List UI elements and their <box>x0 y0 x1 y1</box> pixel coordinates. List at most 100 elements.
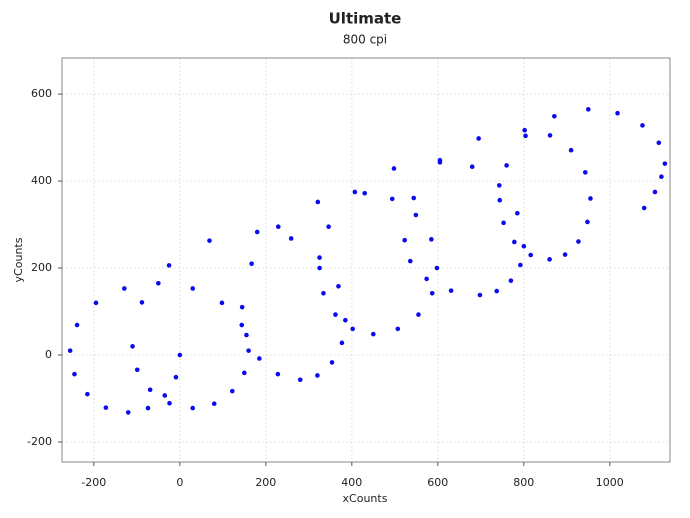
y-tick-label: 0 <box>45 348 52 361</box>
x-tick-label: 800 <box>513 476 534 489</box>
point <box>407 258 413 264</box>
x-tick-label: 1000 <box>596 476 624 489</box>
point <box>329 360 335 365</box>
point <box>147 387 153 393</box>
point <box>326 224 331 230</box>
chart-title: Ultimate <box>329 10 402 28</box>
point <box>72 371 77 377</box>
point <box>413 212 419 218</box>
point <box>497 197 503 203</box>
point <box>494 288 500 294</box>
point <box>504 163 509 168</box>
point <box>476 136 481 141</box>
x-tick-label: 200 <box>255 476 276 489</box>
point <box>585 219 590 225</box>
point <box>156 280 161 286</box>
point <box>437 160 443 165</box>
point <box>125 410 131 415</box>
point <box>523 133 528 139</box>
point <box>93 300 99 306</box>
point <box>562 252 568 257</box>
point <box>576 239 581 244</box>
point <box>166 263 172 268</box>
point <box>547 257 552 262</box>
point <box>207 238 212 243</box>
point <box>411 195 417 201</box>
point <box>501 220 506 226</box>
point <box>336 284 341 289</box>
point <box>343 317 348 323</box>
point <box>74 322 80 328</box>
point <box>424 276 429 282</box>
point <box>275 224 281 230</box>
point <box>211 401 217 407</box>
x-tick-label: 0 <box>176 476 183 489</box>
point <box>522 127 527 133</box>
point <box>317 255 322 260</box>
point <box>145 405 151 411</box>
point <box>134 367 140 373</box>
x-tick-label: -200 <box>81 476 106 489</box>
y-tick-label: 200 <box>31 261 52 274</box>
point <box>547 133 553 138</box>
point <box>518 262 523 268</box>
point <box>656 140 662 146</box>
point <box>190 405 196 411</box>
x-tick-label: 600 <box>427 476 448 489</box>
point <box>315 373 320 378</box>
point <box>362 190 368 196</box>
x-axis-label: xCounts <box>343 492 388 505</box>
point <box>257 356 262 361</box>
point <box>371 331 376 337</box>
point <box>333 312 338 317</box>
point <box>640 123 645 128</box>
point <box>315 199 321 205</box>
point <box>659 174 664 180</box>
point <box>582 170 588 175</box>
point <box>586 107 591 112</box>
point <box>173 374 179 380</box>
point <box>297 377 303 383</box>
point <box>249 261 254 266</box>
point <box>469 164 475 170</box>
point <box>552 113 557 119</box>
point <box>477 292 483 298</box>
point <box>244 332 249 338</box>
point <box>67 348 73 353</box>
point <box>641 205 647 211</box>
point <box>512 239 517 245</box>
point <box>254 229 260 235</box>
point <box>352 189 358 195</box>
point <box>239 322 245 328</box>
point <box>395 326 401 332</box>
point <box>103 405 109 410</box>
point <box>350 326 355 332</box>
point <box>448 288 454 293</box>
point <box>275 371 281 377</box>
y-tick-label: 400 <box>31 174 52 187</box>
y-tick-label: 600 <box>31 87 52 100</box>
point <box>85 391 90 397</box>
x-tick-label: 400 <box>341 476 362 489</box>
point <box>588 196 593 201</box>
point <box>139 300 145 305</box>
point <box>321 290 326 296</box>
point <box>242 370 247 376</box>
point <box>177 352 183 358</box>
point <box>339 340 345 346</box>
point <box>515 210 520 216</box>
point <box>167 400 172 406</box>
point <box>402 237 407 243</box>
point <box>229 388 235 394</box>
plot-frame <box>61 57 671 463</box>
point <box>429 290 435 296</box>
point <box>288 236 294 241</box>
point <box>162 393 168 398</box>
point <box>521 244 527 249</box>
point <box>429 237 434 242</box>
point <box>190 286 196 291</box>
y-tick-label: -200 <box>27 435 52 448</box>
point <box>317 265 322 271</box>
point <box>528 252 533 258</box>
